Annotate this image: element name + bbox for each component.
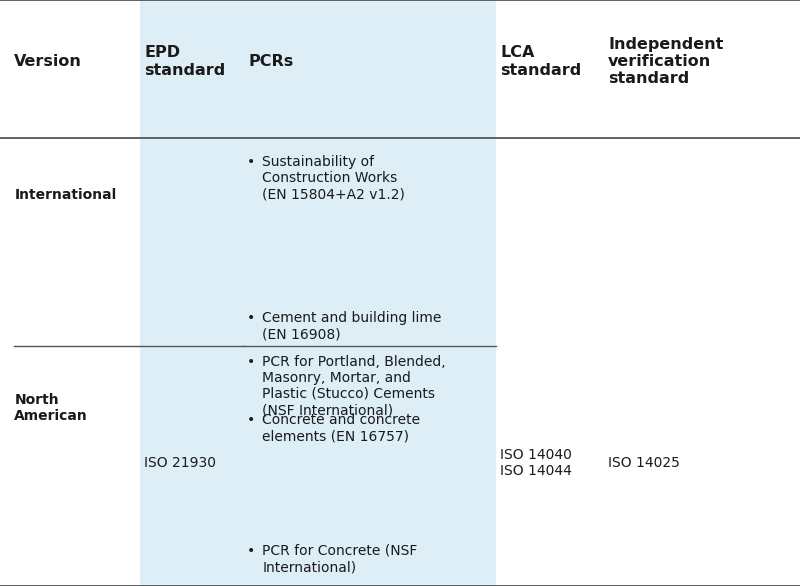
Text: PCR for Portland, Blended,
Masonry, Mortar, and
Plastic (Stucco) Cements
(NSF In: PCR for Portland, Blended, Masonry, Mort… [262,355,446,417]
Text: PCRs: PCRs [248,54,294,69]
Text: •: • [246,311,254,325]
Text: •: • [246,413,254,427]
Text: ISO 14025: ISO 14025 [608,456,680,470]
Text: •: • [246,544,254,558]
Text: Concrete and concrete
elements (EN 16757): Concrete and concrete elements (EN 16757… [262,413,421,444]
Text: Sustainability of
Construction Works
(EN 15804+A2 v1.2): Sustainability of Construction Works (EN… [262,155,406,202]
Text: ISO 14040
ISO 14044: ISO 14040 ISO 14044 [500,448,572,478]
Text: North
American: North American [14,393,88,423]
Text: •: • [246,355,254,369]
Text: •: • [246,155,254,169]
Text: LCA
standard: LCA standard [500,45,582,78]
Text: Independent
verification
standard: Independent verification standard [608,37,723,86]
Text: Version: Version [14,54,82,69]
Text: EPD
standard: EPD standard [144,45,226,78]
Text: ISO 21930: ISO 21930 [144,456,216,470]
Text: PCR for Concrete (NSF
International): PCR for Concrete (NSF International) [262,544,418,574]
Text: Cement and building lime
(EN 16908): Cement and building lime (EN 16908) [262,311,442,342]
Bar [140,0,244,586]
Text: International: International [14,188,117,202]
Bar [244,0,496,586]
